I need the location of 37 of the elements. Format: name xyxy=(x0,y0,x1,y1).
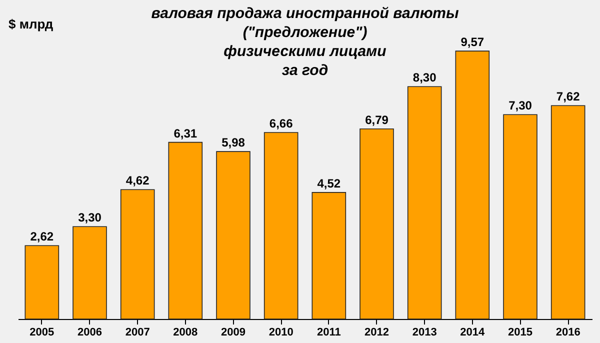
x-tick-label: 2012 xyxy=(364,326,389,338)
data-label: 8,30 xyxy=(412,70,437,85)
data-label: 4,62 xyxy=(126,174,150,188)
bar xyxy=(312,192,346,320)
data-label: 7,30 xyxy=(508,98,532,113)
data-label: 5,98 xyxy=(222,136,246,150)
x-tick-label: 2009 xyxy=(221,326,246,338)
bar xyxy=(72,226,107,320)
bar xyxy=(24,245,60,320)
x-tick-label: 2007 xyxy=(125,326,150,338)
x-tick-label: 2010 xyxy=(268,326,294,338)
data-label: 6,79 xyxy=(365,112,389,127)
bar xyxy=(216,151,250,320)
x-tick-label: 2013 xyxy=(412,326,437,338)
data-label: 3,30 xyxy=(78,210,102,225)
data-label: 4,52 xyxy=(317,176,341,190)
bar xyxy=(168,142,203,320)
data-label: 9,57 xyxy=(460,35,484,50)
bar xyxy=(455,50,490,320)
x-tick-label: 2011 xyxy=(316,326,341,338)
data-label: 7,62 xyxy=(556,90,580,104)
bar xyxy=(360,128,394,320)
x-tick-label: 2008 xyxy=(173,326,198,338)
y-axis-title: $ млрд xyxy=(8,16,54,32)
x-tick-label: 2006 xyxy=(78,326,102,338)
data-label: 6,31 xyxy=(174,126,198,140)
x-tick-label: 2016 xyxy=(556,326,580,338)
data-label: 6,66 xyxy=(269,116,294,131)
bar xyxy=(503,114,538,320)
bar xyxy=(120,189,155,320)
bar xyxy=(550,105,586,320)
bar xyxy=(407,86,442,320)
x-tick-label: 2014 xyxy=(460,326,486,338)
bar xyxy=(264,132,298,320)
x-tick-label: 2005 xyxy=(30,326,54,338)
data-label: 2,62 xyxy=(30,230,54,244)
x-tick-label: 2015 xyxy=(508,326,532,338)
